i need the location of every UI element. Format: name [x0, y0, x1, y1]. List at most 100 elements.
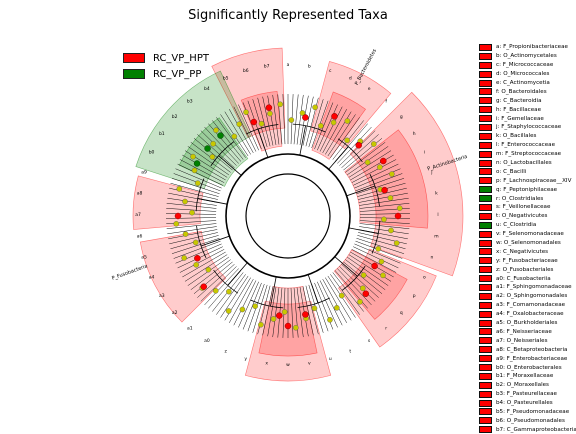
taxa-legend-swatch	[479, 257, 492, 265]
taxa-legend-swatch	[479, 266, 492, 274]
taxa-legend-item: i: F_Gemellaceae	[479, 114, 576, 123]
node-nonsignificant	[213, 127, 219, 134]
taxa-legend-item: a: F_Propionibacteriaceae	[479, 43, 576, 52]
taxa-legend-item: p: F_Lachnospiraceae__XIV	[479, 176, 576, 185]
taxa-legend-swatch	[479, 132, 492, 140]
taxa-legend-label: o: C_Bacilli	[496, 168, 527, 175]
branch-arc	[292, 123, 326, 133]
node-nonsignificant	[357, 298, 363, 305]
taxa-legend-label: n: O_Lactobacillales	[496, 160, 552, 167]
clade-label: b5	[223, 76, 229, 82]
branch-line	[171, 238, 220, 254]
node-nonsignificant	[388, 227, 394, 234]
taxa-legend-item: w: O_Selenomonadales	[479, 239, 576, 248]
node-enriched-pp	[193, 160, 201, 167]
branch-stem	[200, 235, 230, 247]
taxa-legend-swatch	[479, 52, 492, 60]
taxa-legend-swatch	[479, 426, 492, 434]
branch-line	[317, 104, 338, 151]
taxa-legend-label: k: O_Bacillales	[496, 133, 537, 140]
branch-line	[262, 286, 274, 336]
taxa-legend-label: a: F_Propionibacteriaceae	[496, 44, 568, 51]
taxa-legend-swatch	[479, 248, 492, 256]
node-nonsignificant	[375, 246, 382, 252]
branch-line	[229, 278, 254, 324]
branch-line	[167, 197, 217, 206]
phylum-label: P_Fusobacteria	[111, 263, 148, 281]
node-nonsignificant	[192, 239, 199, 246]
branch-stem	[257, 128, 269, 158]
clade-label: m	[434, 234, 438, 239]
taxa-legend-item: a8: C_Betaproteobacteria	[479, 345, 576, 354]
branch-stem	[227, 262, 248, 286]
node-nonsignificant	[344, 118, 351, 124]
branch-line	[314, 102, 334, 150]
clade-label: y	[244, 357, 247, 362]
group-legend-entry-hpt: RC_VP_HPT	[123, 50, 209, 66]
branch-line	[302, 96, 314, 146]
branch-line	[242, 282, 262, 330]
node-enriched-hpt	[380, 157, 387, 165]
figure-title: Significantly Represented Taxa	[188, 8, 388, 23]
node-enriched-hpt	[174, 212, 182, 220]
node-enriched-pp	[204, 145, 211, 152]
clade-label: z	[225, 349, 228, 354]
taxa-legend-item: h: F_Bacillaceae	[479, 105, 576, 114]
node-nonsignificant	[182, 231, 189, 237]
taxa-legend-swatch	[479, 70, 492, 78]
clade-label: a7	[135, 212, 141, 218]
taxa-legend-label: f: O_Bacteroidales	[496, 88, 547, 95]
node-enriched-pp	[217, 132, 224, 139]
branch-line	[216, 274, 246, 315]
node-enriched-hpt	[276, 312, 283, 319]
node-enriched-hpt	[200, 283, 207, 290]
node-nonsignificant	[258, 321, 264, 328]
node-nonsignificant	[281, 309, 288, 315]
group-swatch-pp	[123, 69, 145, 79]
taxa-legend-label: u: C_Clostridia	[496, 222, 537, 229]
branch-line	[319, 280, 343, 326]
taxa-legend-label: x: C_Negativicutes	[496, 248, 549, 255]
branch-arc	[297, 297, 330, 308]
branch-line	[177, 163, 223, 186]
branch-line	[212, 120, 244, 160]
branch-line	[346, 256, 389, 286]
branch-line	[179, 159, 225, 183]
taxa-legend-swatch	[479, 195, 492, 203]
branch-line	[351, 159, 397, 183]
branch-line	[351, 249, 397, 273]
node-nonsignificant	[288, 117, 295, 123]
taxa-legend-label: c: F_Micrococcaceae	[496, 62, 554, 69]
node-enriched-hpt	[302, 114, 309, 121]
branch-stem	[328, 146, 349, 170]
node-nonsignificant	[389, 171, 395, 177]
branch-line	[358, 192, 408, 203]
node-nonsignificant	[318, 122, 324, 129]
branch-line	[358, 187, 407, 200]
branch-stem	[334, 256, 358, 277]
taxa-legend-label: g: C_Bacteroidia	[496, 97, 542, 104]
taxa-legend-swatch	[479, 301, 492, 309]
taxa-legend-swatch	[479, 150, 492, 158]
node-nonsignificant	[193, 262, 199, 268]
group-label-pp: RC_VP_PP	[153, 68, 202, 80]
node-nonsignificant	[231, 133, 238, 140]
taxa-legend-item: a5: O_Burkholderiales	[479, 319, 576, 328]
branch-line	[166, 202, 217, 209]
taxa-legend-swatch	[479, 337, 492, 345]
node-nonsignificant	[330, 119, 337, 126]
taxa-legend-label: h: F_Bacillaceae	[496, 106, 542, 113]
branch-arc	[371, 220, 381, 254]
branch-line	[356, 238, 405, 254]
branch-line	[175, 168, 222, 189]
branch-line	[171, 178, 220, 194]
clade-label: a0	[204, 338, 210, 344]
taxa-legend-label: b3: F_Pasteurellaceae	[496, 391, 557, 398]
taxa-legend-swatch	[479, 159, 492, 167]
taxa-legend-swatch	[479, 203, 492, 211]
branch-arc	[250, 299, 284, 309]
clade-sector-left-mid	[132, 175, 204, 230]
branch-line	[357, 235, 406, 250]
taxa-legend-swatch	[479, 106, 492, 114]
taxa-legend-swatch	[479, 390, 492, 398]
